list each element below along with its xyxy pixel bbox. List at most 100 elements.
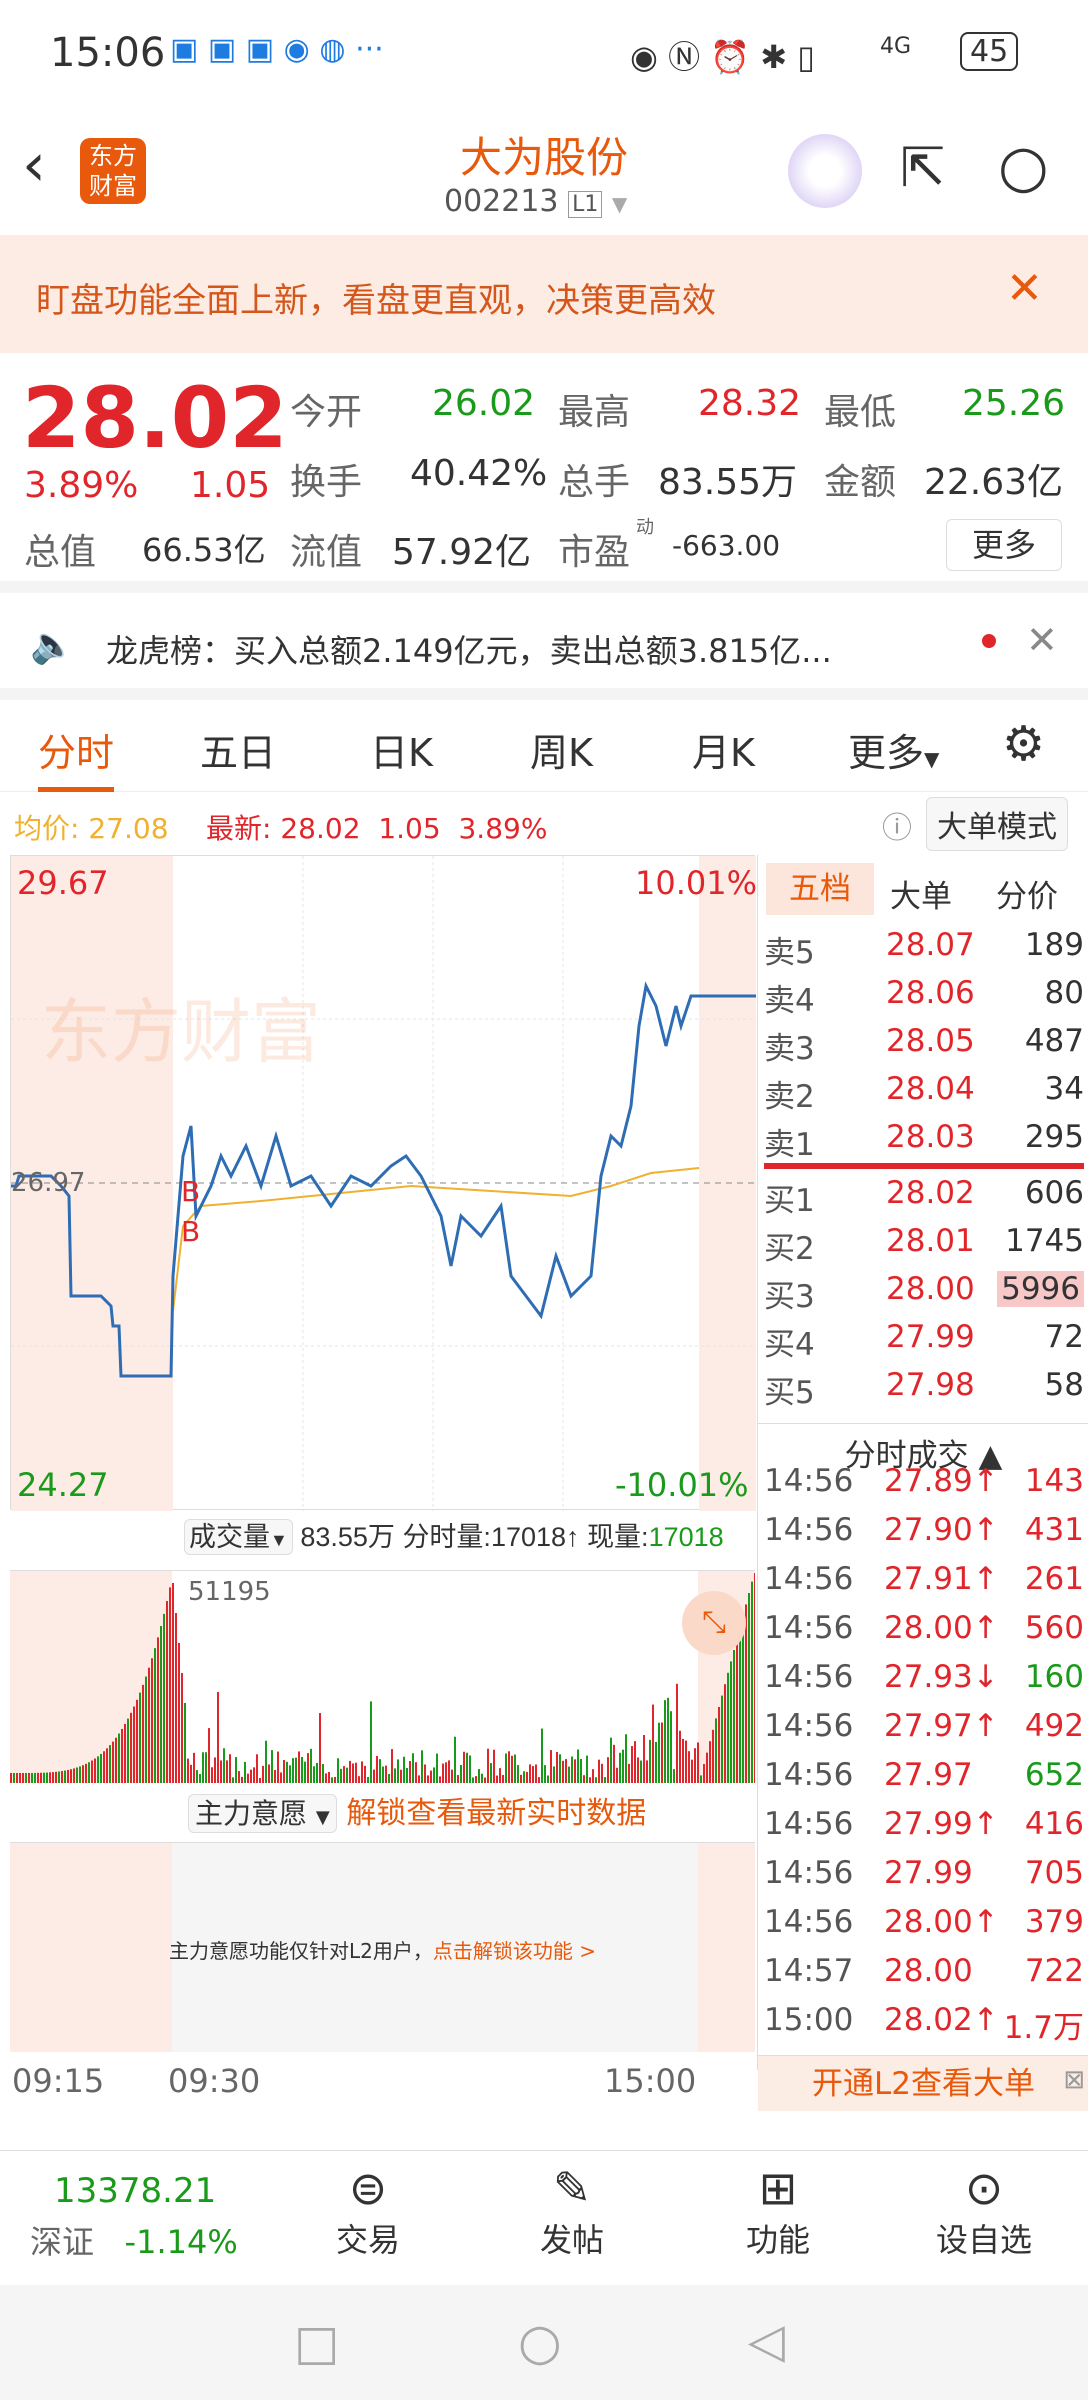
volume-bar: [640, 1760, 642, 1783]
volume-bar: [181, 1673, 183, 1783]
tab-daily-k[interactable]: 日K: [370, 731, 433, 775]
volume-bar: [712, 1729, 714, 1783]
tab-five-day[interactable]: 五日: [200, 731, 277, 775]
volume-bar: [340, 1768, 342, 1783]
volume-bar: [484, 1777, 486, 1783]
close-icon[interactable]: ⊠: [1063, 2065, 1085, 2095]
intraday-chart[interactable]: 东方财富 B B 29.67 10.01% 26.97 24.27 -10.01…: [10, 855, 757, 1511]
volume-bar: [370, 1701, 372, 1783]
open-l2-banner[interactable]: 开通L2查看大单 ⊠: [758, 2055, 1088, 2111]
row-volume: 379: [1024, 1904, 1084, 1940]
volume-bar: [94, 1758, 96, 1783]
volume-bar: [628, 1763, 630, 1783]
volume-bar: [415, 1762, 417, 1783]
nav-add-watchlist[interactable]: ⊙ 设自选: [914, 2161, 1054, 2261]
volume-bar: [187, 1758, 189, 1783]
volume-bar: [127, 1718, 129, 1783]
nav-post[interactable]: ✎ 发帖: [502, 2161, 642, 2261]
stock-code[interactable]: 002213 L1 ▼: [444, 184, 627, 219]
pre-market-shade: [10, 1571, 172, 1783]
more-button[interactable]: 更多: [946, 519, 1062, 571]
volume-bar: [88, 1762, 90, 1783]
volume-bar: [730, 1661, 732, 1783]
volume-bar: [442, 1763, 444, 1783]
volume-bar: [667, 1697, 669, 1783]
volume-bar: [133, 1706, 135, 1783]
buy-marker[interactable]: B: [181, 1175, 200, 1208]
volume-bar: [673, 1769, 675, 1783]
volume-bar: [307, 1753, 309, 1783]
row-volume: 431: [1024, 1512, 1084, 1548]
buy-marker[interactable]: B: [181, 1215, 200, 1248]
row-volume: 295: [1024, 1119, 1084, 1155]
zlyy-selector[interactable]: 主力意愿 ▼: [188, 1794, 337, 1833]
volume-selector[interactable]: 成交量▼: [184, 1519, 293, 1555]
volume-bar: [355, 1762, 357, 1783]
close-icon[interactable]: ✕: [1006, 263, 1043, 314]
volume-bar: [361, 1761, 363, 1783]
row-price: 28.01: [886, 1223, 975, 1259]
volume-bar: [313, 1766, 315, 1783]
settings-gear-icon[interactable]: ⚙: [1002, 716, 1046, 772]
row-price: 28.00: [886, 1271, 975, 1307]
tab-price-volume[interactable]: 分价: [996, 879, 1058, 915]
volume-bar: [79, 1766, 81, 1783]
nav-functions[interactable]: ⊞ 功能: [708, 2161, 848, 2261]
tab-intraday[interactable]: 分时: [38, 722, 115, 792]
dragon-tiger-bar[interactable]: 🔈 龙虎榜：买入总额2.149亿元，卖出总额3.815亿... ✕: [0, 600, 1088, 700]
nav-trade[interactable]: ⊜ 交易: [298, 2161, 438, 2261]
volume-bar: [136, 1699, 138, 1783]
volume-bar: [655, 1741, 657, 1783]
tab-five-level[interactable]: 五档: [766, 863, 874, 915]
help-icon[interactable]: ⓘ: [882, 811, 912, 846]
volume-bar: [31, 1772, 33, 1783]
share-icon[interactable]: ⇱: [900, 136, 946, 199]
volume-bar: [403, 1756, 405, 1783]
tab-weekly-k[interactable]: 周K: [530, 731, 593, 775]
back-button[interactable]: ‹: [22, 130, 46, 200]
row-label: 买1: [764, 1183, 815, 1219]
volume-bar: [616, 1767, 618, 1783]
tab-monthly-k[interactable]: 月K: [692, 731, 755, 775]
turnover-label: 换手: [290, 462, 363, 503]
tick-row: 14:56 27.99↑ 416: [764, 1806, 1084, 1854]
search-icon[interactable]: ○: [998, 132, 1049, 200]
volume-bar: [211, 1767, 213, 1783]
volume-bar: [433, 1767, 435, 1783]
expand-icon[interactable]: ⤡: [682, 1591, 746, 1655]
tab-big-order[interactable]: 大单: [890, 879, 952, 915]
row-price: 27.97↑: [884, 1708, 999, 1744]
unlock-feature-link[interactable]: 点击解锁该功能 >: [432, 1939, 596, 1963]
time-axis-start: 09:15: [12, 2062, 105, 2100]
high-value: 28.32: [698, 383, 802, 424]
volume-bar: [97, 1756, 99, 1783]
volume-total: 83.55万: [300, 1522, 395, 1552]
volume-bar: [388, 1773, 390, 1783]
volume-bar: [37, 1772, 39, 1783]
back-nav-button[interactable]: ◁: [748, 2313, 785, 2369]
volume-bar: [328, 1771, 330, 1783]
volume-bar: [682, 1738, 684, 1783]
volume-bar: [46, 1772, 48, 1783]
volume-bar: [496, 1775, 498, 1783]
ticks-title[interactable]: 分时成交 ▲: [758, 1423, 1088, 1475]
index-ticker[interactable]: 13378.21 深证 -1.14%: [30, 2171, 280, 2263]
volume-bar: [472, 1777, 474, 1783]
volume-bar: [676, 1683, 678, 1783]
volume-bar: [562, 1760, 564, 1783]
recents-button[interactable]: □: [294, 2315, 340, 2371]
tab-more[interactable]: 更多▼: [848, 722, 939, 777]
close-icon[interactable]: ✕: [1026, 618, 1058, 662]
assistant-avatar[interactable]: [788, 134, 862, 208]
grid-lines: [11, 856, 756, 1511]
home-button[interactable]: ○: [518, 2313, 562, 2371]
volume-bar: [223, 1748, 225, 1783]
big-order-mode-button[interactable]: 大单模式: [926, 797, 1068, 851]
unlock-link[interactable]: 解锁查看最新实时数据: [346, 1796, 647, 1831]
tick-row: 14:56 28.00↑ 379: [764, 1904, 1084, 1952]
row-volume: 58: [1044, 1367, 1084, 1403]
volume-bar: [502, 1774, 504, 1783]
promo-banner[interactable]: 盯盘功能全面上新，看盘更直观，决策更高效 ✕: [0, 235, 1088, 353]
volume-bar: [280, 1772, 282, 1783]
volume-bar: [553, 1766, 555, 1783]
